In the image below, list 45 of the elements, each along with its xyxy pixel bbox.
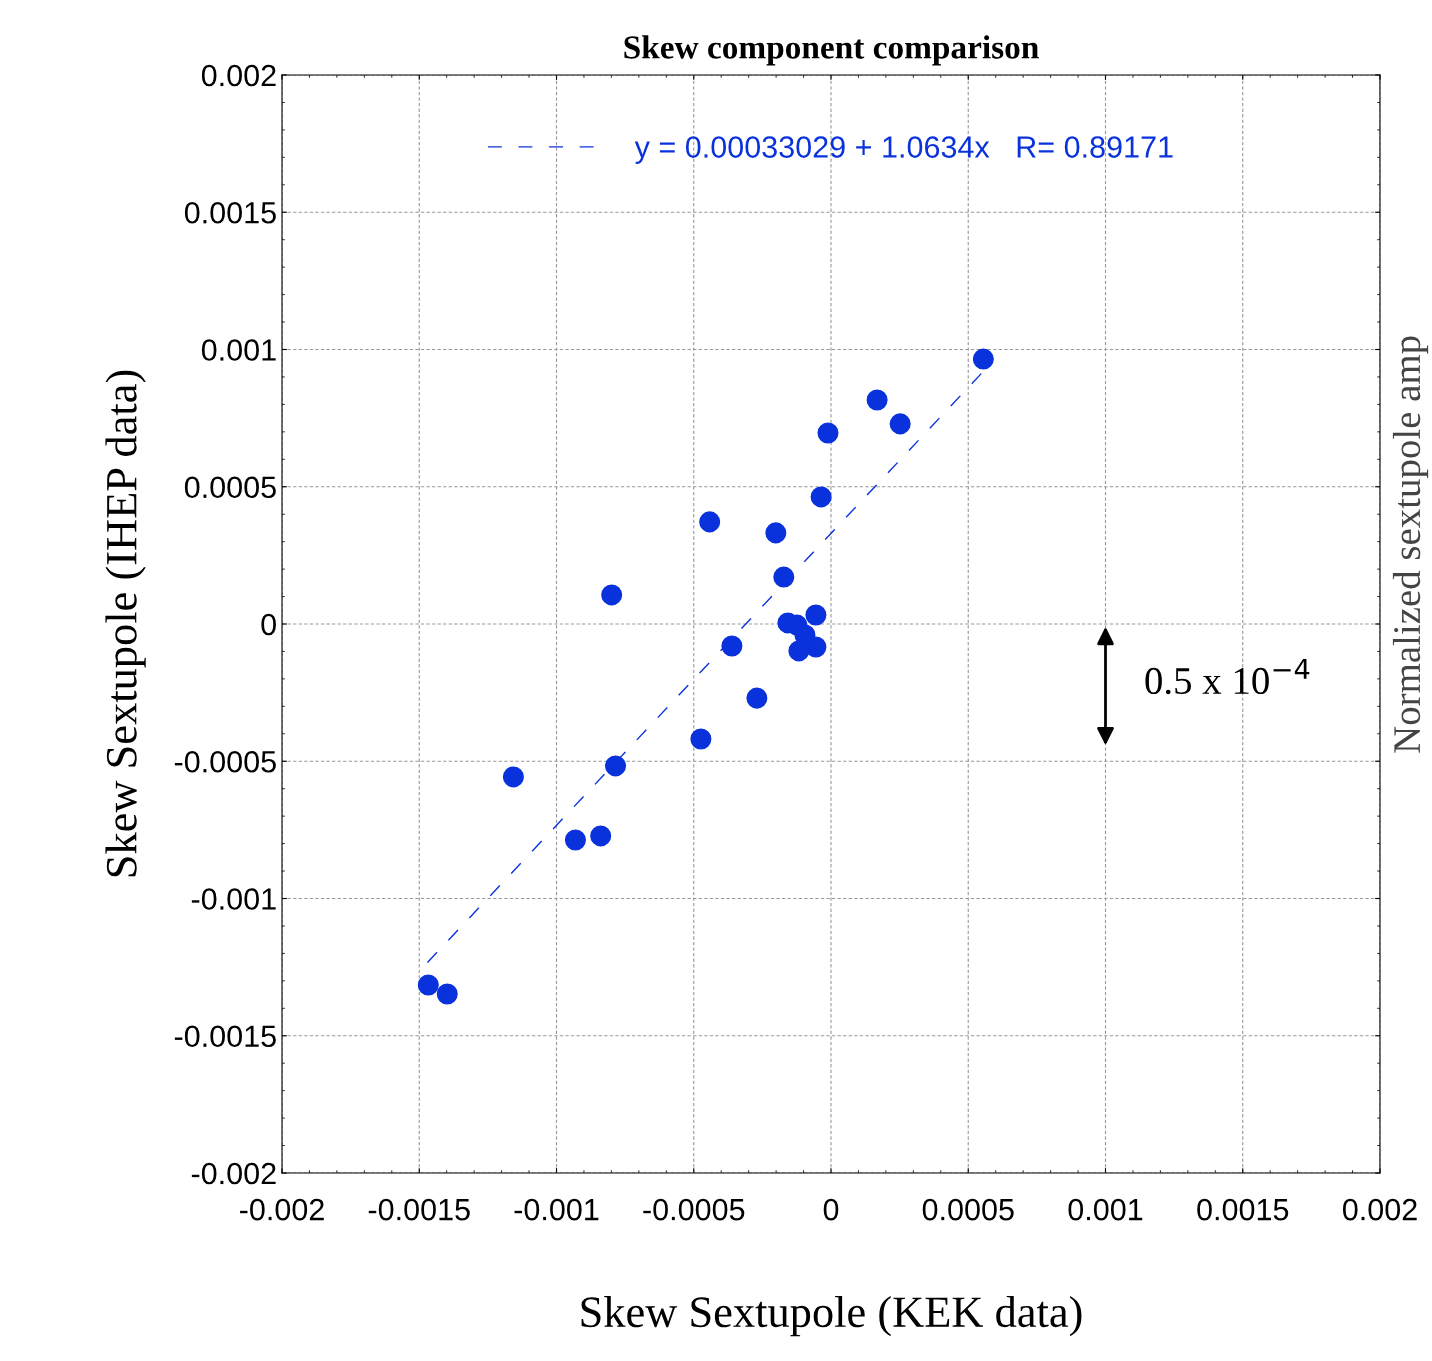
x-axis-title: Skew Sextupole (KEK data): [581, 1295, 1082, 1337]
point: [805, 636, 827, 658]
y-axis-title: Skew Sextupole (IHEP data): [105, 370, 146, 877]
point: [773, 566, 795, 588]
point: [788, 640, 810, 662]
point: [810, 486, 832, 508]
chart-title: Skew component comparison: [624, 35, 1039, 66]
x-tick-label: 0.001: [1068, 1198, 1143, 1221]
point: [417, 974, 439, 996]
y-tick-label: 0.001: [201, 339, 276, 361]
y-tick-label: 0: [261, 613, 276, 636]
point: [502, 766, 524, 788]
point: [721, 635, 743, 657]
point: [436, 983, 458, 1005]
point: [746, 687, 768, 709]
x-tick-label: 0.0005: [922, 1198, 1014, 1221]
point: [972, 348, 994, 370]
y-tick-label: -0.002: [191, 1162, 276, 1185]
x-tick-label: -0.0005: [643, 1198, 745, 1221]
x-tick-label: -0.001: [514, 1198, 599, 1221]
x-tick-label: -0.002: [240, 1198, 324, 1221]
y-tick-label: -0.0015: [174, 1025, 276, 1048]
point: [805, 604, 827, 626]
point: [601, 584, 623, 606]
y-tick-label: -0.001: [191, 888, 276, 910]
x-tick-label: 0.002: [1342, 1198, 1417, 1221]
x-tick-label: -0.0015: [368, 1198, 470, 1221]
point: [564, 829, 586, 851]
text: Normalized sextupole amp: [1392, 336, 1429, 753]
point: [889, 413, 911, 435]
legend-label: y = 0.00033029 + 1.0634x R= 0.89171: [634, 136, 1173, 164]
x-tick-label: 0: [823, 1198, 839, 1221]
y-tick-label: 0.0005: [184, 476, 276, 499]
point: [590, 825, 612, 847]
y-tick-label: 0.002: [201, 64, 276, 87]
point: [866, 389, 888, 411]
point: [605, 755, 627, 777]
point: [817, 422, 839, 444]
y-tick-label: -0.0005: [174, 750, 276, 773]
x-tick-label: 0.0015: [1197, 1198, 1289, 1221]
annotation: 0.5 x 10$^{−4}$: [1145, 659, 1310, 695]
point: [765, 522, 787, 544]
point: [690, 728, 712, 750]
y-tick-label: 0.0015: [184, 201, 276, 224]
point: [699, 511, 721, 533]
